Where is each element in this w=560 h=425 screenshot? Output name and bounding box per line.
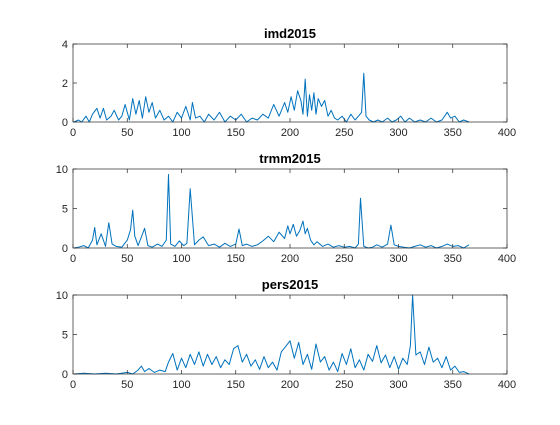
x-tick-label: 250 <box>335 379 353 391</box>
x-tick-label: 400 <box>498 253 516 265</box>
x-tick-label: 250 <box>335 127 353 139</box>
plot-area-1 <box>73 44 507 122</box>
series-line-pers2015 <box>74 294 470 375</box>
x-tick-label: 400 <box>498 379 516 391</box>
series-line-trmm2015 <box>74 174 470 249</box>
y-tick-label: 5 <box>62 330 68 342</box>
y-tick-label: 10 <box>56 290 68 302</box>
chart-title: imd2015 <box>264 26 316 41</box>
x-tick-label: 200 <box>281 379 299 391</box>
x-tick-label: 50 <box>121 253 133 265</box>
y-tick-label: 5 <box>62 204 68 216</box>
chart-title: trmm2015 <box>259 151 320 166</box>
y-tick-label: 0 <box>62 117 68 129</box>
x-tick-label: 350 <box>444 253 462 265</box>
x-tick-label: 0 <box>70 379 76 391</box>
y-tick-label: 4 <box>62 39 68 51</box>
y-tick-label: 2 <box>62 78 68 90</box>
x-tick-label: 250 <box>335 253 353 265</box>
plot-area-2 <box>73 169 507 248</box>
x-tick-label: 100 <box>172 253 190 265</box>
y-tick-label: 10 <box>56 164 68 176</box>
x-tick-label: 50 <box>121 127 133 139</box>
x-tick-label: 350 <box>444 127 462 139</box>
y-tick-label: 0 <box>62 369 68 381</box>
x-tick-label: 200 <box>281 127 299 139</box>
x-tick-label: 150 <box>227 379 245 391</box>
series-line-imd2015 <box>73 72 470 123</box>
x-tick-label: 0 <box>70 127 76 139</box>
x-tick-label: 150 <box>227 253 245 265</box>
x-tick-label: 400 <box>498 127 516 139</box>
x-tick-label: 100 <box>172 379 190 391</box>
x-tick-label: 300 <box>389 253 407 265</box>
x-tick-label: 300 <box>389 379 407 391</box>
x-tick-label: 100 <box>172 127 190 139</box>
x-tick-label: 350 <box>444 379 462 391</box>
x-tick-label: 200 <box>281 253 299 265</box>
x-tick-label: 50 <box>121 379 133 391</box>
chart-title: pers2015 <box>262 277 318 292</box>
y-tick-label: 0 <box>62 243 68 255</box>
x-tick-label: 150 <box>227 127 245 139</box>
plot-area-3 <box>73 295 507 374</box>
x-tick-label: 0 <box>70 253 76 265</box>
x-tick-label: 300 <box>389 127 407 139</box>
